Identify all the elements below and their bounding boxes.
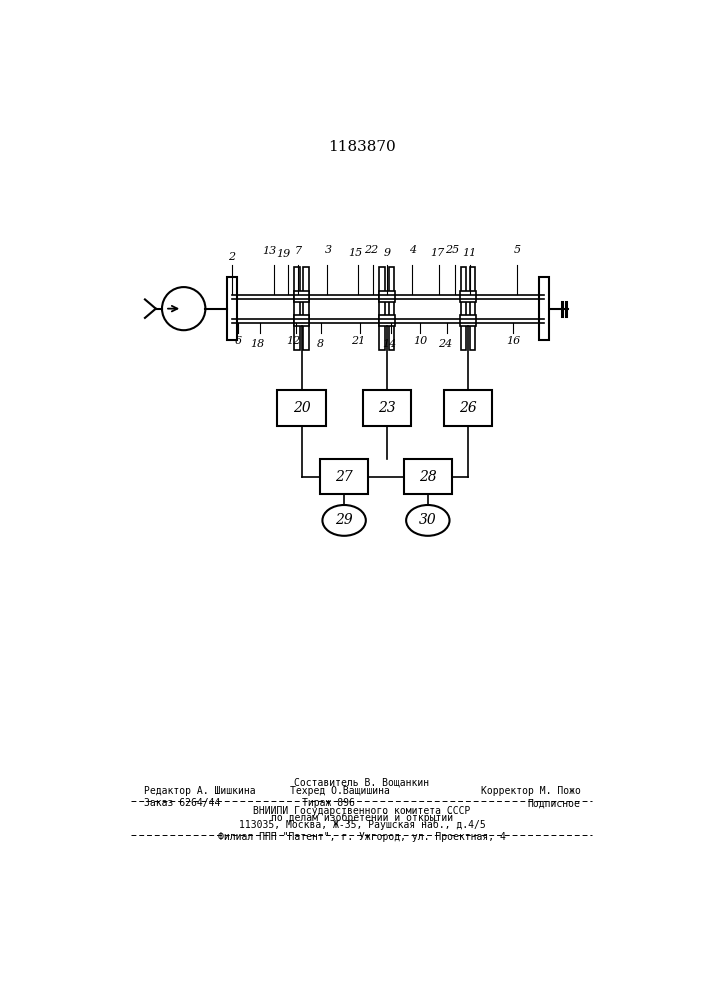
Text: 26: 26: [460, 401, 477, 415]
Text: 10: 10: [413, 336, 427, 346]
Bar: [470, 267, 476, 350]
Bar: [389, 267, 394, 350]
Bar: [303, 267, 309, 350]
Text: 7: 7: [295, 246, 302, 256]
Text: 113035, Москва, Ж-35, Раушская наб., д.4/5: 113035, Москва, Ж-35, Раушская наб., д.4…: [238, 820, 485, 830]
Bar: [320, 459, 368, 494]
Bar: [460, 291, 476, 302]
Text: 2: 2: [228, 252, 235, 262]
Bar: [277, 389, 325, 426]
Text: 12: 12: [286, 336, 301, 346]
Text: Редактор А. Шишкина: Редактор А. Шишкина: [144, 786, 256, 796]
Text: 3: 3: [325, 245, 332, 255]
Text: 25: 25: [445, 245, 460, 255]
Bar: [227, 277, 237, 340]
Bar: [379, 291, 395, 302]
Bar: [460, 315, 476, 326]
Text: 29: 29: [335, 513, 353, 527]
Bar: [293, 291, 309, 302]
Text: 4: 4: [409, 245, 416, 255]
Text: Корректор М. Пожо: Корректор М. Пожо: [481, 786, 580, 796]
Bar: [380, 267, 385, 350]
Text: 20: 20: [293, 401, 310, 415]
Text: 27: 27: [335, 470, 353, 484]
Text: 9: 9: [383, 248, 390, 258]
Text: 22: 22: [364, 245, 378, 255]
Text: Составитель В. Вощанкин: Составитель В. Вощанкин: [294, 778, 430, 788]
Text: Подписное: Подписное: [527, 798, 580, 808]
Text: 6: 6: [235, 336, 242, 346]
Text: 28: 28: [419, 470, 437, 484]
Text: 24: 24: [438, 339, 452, 349]
Bar: [539, 277, 549, 340]
Text: 30: 30: [419, 513, 437, 527]
Text: 8: 8: [317, 339, 325, 349]
Text: 13: 13: [262, 246, 276, 256]
Bar: [379, 315, 395, 326]
Text: 19: 19: [276, 249, 291, 259]
Text: 21: 21: [351, 336, 366, 346]
Bar: [404, 459, 452, 494]
Bar: [461, 267, 466, 350]
Text: ВНИИПИ Государственного комитета СССР: ВНИИПИ Государственного комитета СССР: [253, 806, 471, 816]
Text: 14: 14: [382, 339, 396, 349]
Bar: [363, 389, 411, 426]
Text: 16: 16: [506, 336, 520, 346]
Text: Тираж 896: Тираж 896: [302, 798, 355, 808]
Text: Филиал ППП "Патент", г. Ужгород, ул. Проектная, 4: Филиал ППП "Патент", г. Ужгород, ул. Про…: [218, 832, 506, 842]
Text: 11: 11: [462, 248, 477, 258]
Text: 5: 5: [513, 245, 520, 255]
Text: 15: 15: [349, 248, 363, 258]
Bar: [293, 315, 309, 326]
Bar: [294, 267, 300, 350]
Text: 18: 18: [250, 339, 264, 349]
Bar: [444, 389, 492, 426]
Text: 23: 23: [378, 401, 396, 415]
Text: 17: 17: [430, 248, 444, 258]
Text: по делам изобретений и открытий: по делам изобретений и открытий: [271, 813, 453, 823]
Text: Заказ 6264/44: Заказ 6264/44: [144, 798, 221, 808]
Text: 1183870: 1183870: [328, 140, 396, 154]
Text: Техред О.Ващишина: Техред О.Ващишина: [290, 786, 390, 796]
